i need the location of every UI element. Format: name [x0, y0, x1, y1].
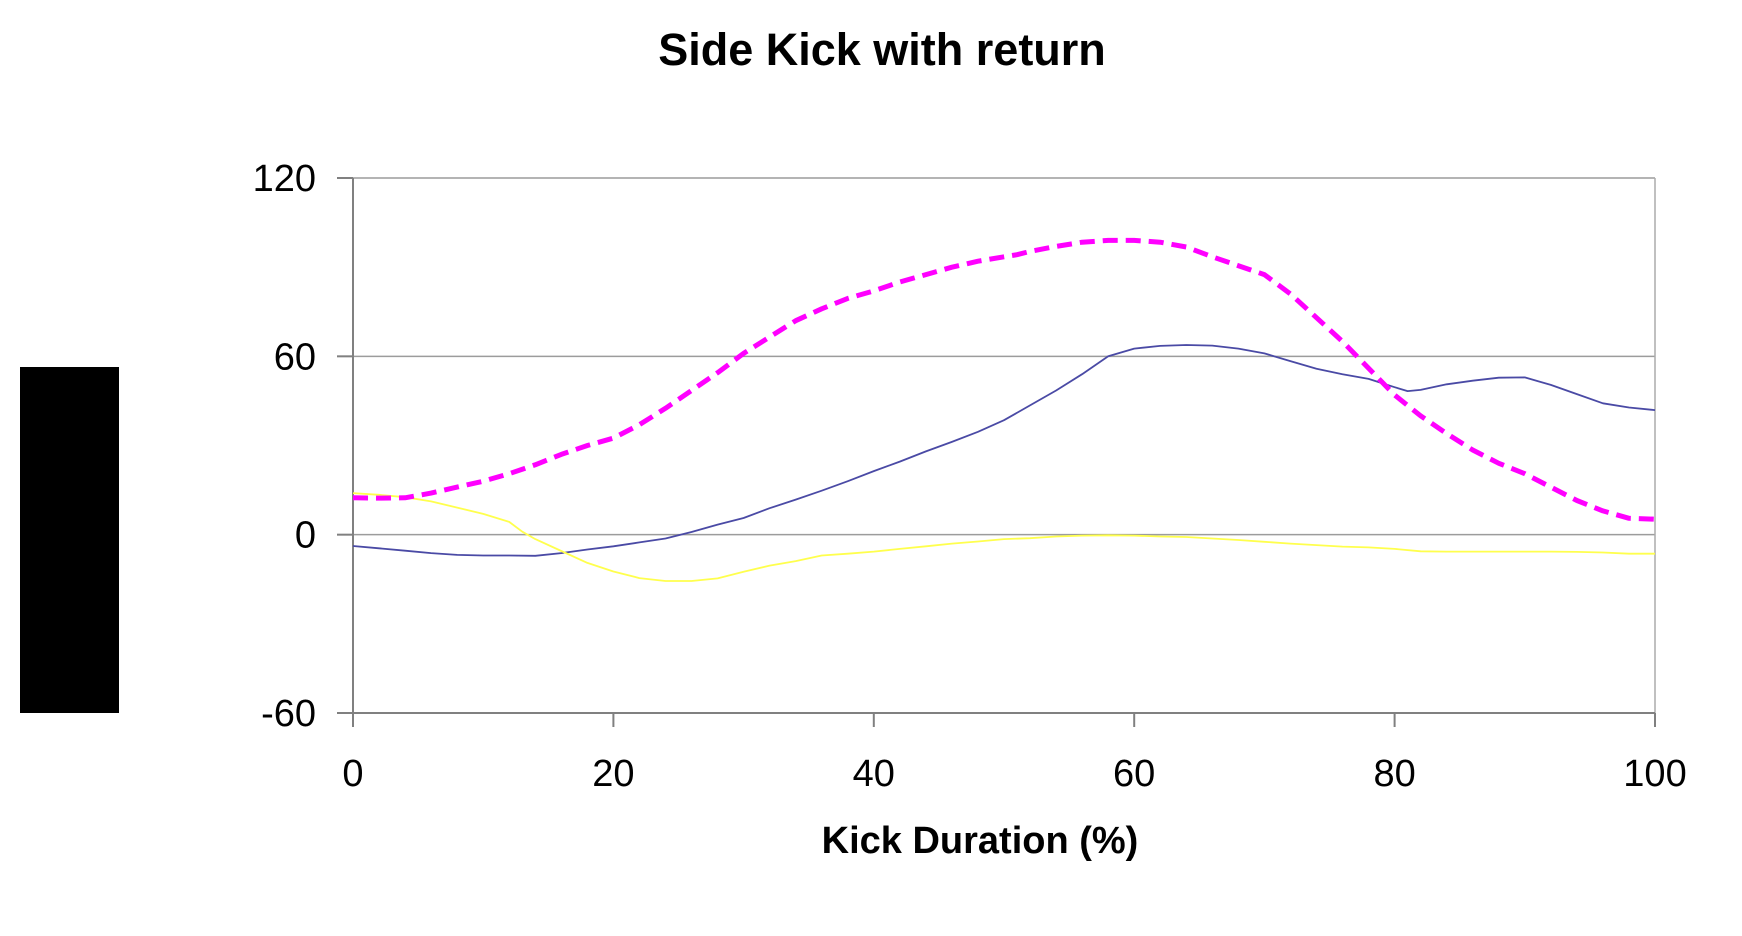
y-tick-label-60: 60 — [274, 336, 316, 378]
x-tick-label-0: 0 — [342, 753, 363, 795]
x-axis-title: Kick Duration (%) — [821, 820, 1139, 862]
y-tick-label-120: 120 — [253, 158, 316, 200]
chart-title: Side Kick with return — [658, 24, 1106, 75]
x-tick-label-100: 100 — [1623, 753, 1686, 795]
yellow-solid-series — [352, 492, 1655, 582]
x-tick-label-40: 40 — [853, 753, 895, 795]
black-redaction-box — [20, 367, 119, 713]
navy-solid-series — [352, 344, 1656, 557]
y-tick-label-0: 0 — [295, 515, 316, 557]
y-tick-label--60: -60 — [261, 693, 316, 735]
x-tick-label-80: 80 — [1373, 753, 1415, 795]
x-tick-label-60: 60 — [1113, 753, 1155, 795]
magenta-dashed-series — [352, 237, 1656, 522]
x-tick-label-20: 20 — [592, 753, 634, 795]
